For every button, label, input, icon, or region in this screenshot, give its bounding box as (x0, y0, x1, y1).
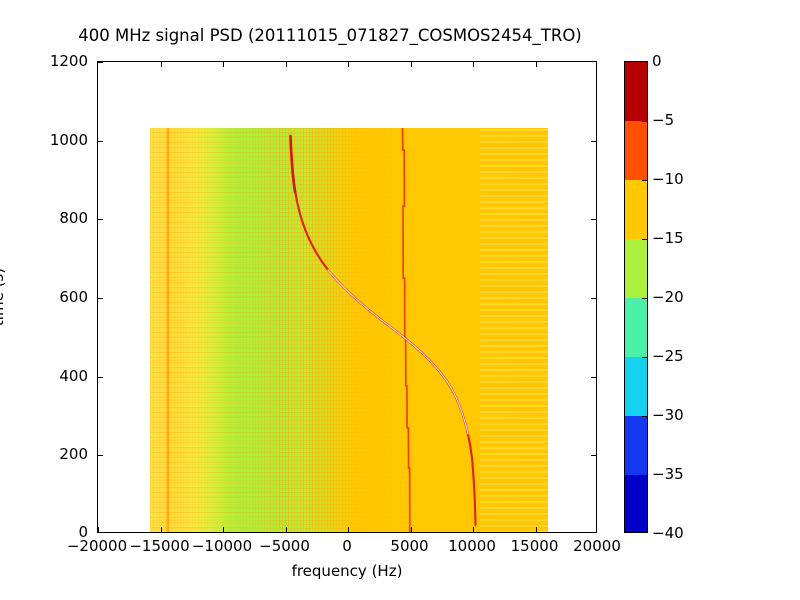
x-tick-label-10000: 10000 (448, 537, 496, 555)
colorbar-tick--30 (642, 416, 647, 417)
colorbar-label--40: −40 (652, 524, 684, 542)
colorbar-band-0-to--5 (625, 62, 647, 121)
y-tick-right-1000 (591, 140, 596, 142)
y-tick-1000 (98, 140, 103, 142)
y-tick-label-1200: 1200 (49, 52, 88, 70)
colorbar-band--35-to--40 (625, 475, 647, 532)
y-tick-200 (98, 455, 103, 457)
spectrogram-image (150, 128, 548, 532)
y-tick-label-800: 800 (59, 209, 88, 228)
colorbar-label--35: −35 (652, 465, 684, 483)
colorbar-tick--20 (642, 298, 647, 299)
colorbar-label--5: −5 (652, 111, 675, 129)
x-tick-top-10000 (473, 62, 474, 67)
x-tick-top-0 (348, 62, 349, 67)
y-tick-right-800 (591, 219, 596, 221)
y-tick-400 (98, 376, 103, 378)
colorbar-label--30: −30 (652, 406, 684, 424)
colorbar-band--5-to--10 (625, 121, 647, 180)
x-tick-top--10000 (223, 62, 224, 67)
x-tick-label-0: 0 (342, 537, 352, 555)
x-tick-top--15000 (160, 62, 162, 67)
colorbar-label--10: −10 (652, 170, 684, 188)
x-tick-top-15000 (535, 62, 537, 67)
y-tick-600 (98, 298, 103, 299)
colorbar-band--30-to--35 (625, 416, 647, 475)
colorbar-band--20-to--25 (625, 298, 647, 357)
y-tick-label-400: 400 (59, 366, 88, 385)
x-tick-label-20000: 20000 (573, 537, 621, 555)
x-tick--5000 (285, 527, 287, 532)
x-tick-label-5000: 5000 (390, 537, 429, 555)
x-tick-label--10000: −10000 (191, 537, 253, 555)
x-axis-title: frequency (Hz) (291, 562, 403, 580)
plot-axes[interactable] (97, 61, 597, 533)
colorbar-tick--10 (642, 180, 647, 181)
y-tick-label-1000: 1000 (49, 130, 88, 149)
y-tick-1200 (98, 62, 103, 63)
x-tick--10000 (223, 527, 224, 532)
doppler-curve-top-segment (289, 134, 297, 194)
y-tick-800 (98, 219, 103, 221)
y-axis-title: time (s) (0, 267, 7, 327)
x-tick-15000 (535, 527, 537, 532)
colorbar-label--25: −25 (652, 347, 684, 365)
colorbar-band--25-to--30 (625, 357, 647, 416)
colorbar-label--20: −20 (652, 288, 684, 306)
x-tick-label--20000: −20000 (66, 537, 128, 555)
colorbar[interactable] (624, 61, 648, 533)
colorbar-tick--35 (642, 475, 647, 476)
y-tick-right-600 (591, 298, 596, 299)
psd-signal-overlay (289, 128, 477, 532)
x-tick-10000 (473, 527, 474, 532)
y-tick-label-200: 200 (59, 445, 88, 464)
doppler-curve-path (289, 134, 477, 527)
y-tick-right-400 (591, 376, 596, 378)
x-tick-5000 (410, 527, 412, 532)
y-tick-label-0: 0 (78, 523, 88, 541)
x-tick-label--5000: −5000 (259, 537, 310, 555)
psd-left-vertical-bands (150, 128, 210, 532)
x-tick--20000 (98, 527, 99, 532)
x-tick-top--5000 (285, 62, 287, 67)
colorbar-label-0: 0 (652, 52, 662, 70)
doppler-curve-highlight (327, 269, 469, 435)
plot-title: 400 MHz signal PSD (20111015_071827_COSM… (78, 26, 582, 45)
colorbar-tick--25 (642, 357, 647, 358)
colorbar-tick--15 (642, 239, 647, 240)
x-tick--15000 (160, 527, 162, 532)
interference-line-path (401, 128, 411, 532)
x-tick-label--15000: −15000 (129, 537, 190, 555)
x-tick-0 (348, 527, 349, 532)
y-tick-label-600: 600 (59, 288, 88, 306)
psd-right-texture-band (480, 128, 548, 532)
colorbar-band--10-to--15 (625, 180, 647, 239)
colorbar-tick--5 (642, 121, 647, 122)
x-tick-top-5000 (410, 62, 412, 67)
colorbar-label--15: −15 (652, 229, 684, 247)
y-tick-right-200 (591, 455, 596, 457)
x-tick-label-15000: 15000 (510, 537, 559, 555)
colorbar-band--15-to--20 (625, 239, 647, 298)
psd-noise-dither (150, 128, 548, 532)
